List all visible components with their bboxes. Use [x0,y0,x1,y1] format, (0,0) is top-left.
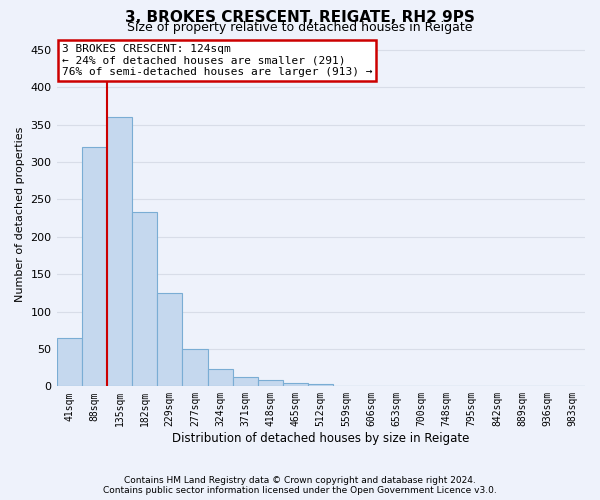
Bar [258,380,283,386]
Bar [132,212,157,386]
Y-axis label: Number of detached properties: Number of detached properties [15,126,25,302]
Text: 3 BROKES CRESCENT: 124sqm
← 24% of detached houses are smaller (291)
76% of semi: 3 BROKES CRESCENT: 124sqm ← 24% of detac… [62,44,373,78]
Bar [233,376,258,386]
Bar [56,338,82,386]
Text: Contains HM Land Registry data © Crown copyright and database right 2024.
Contai: Contains HM Land Registry data © Crown c… [103,476,497,495]
X-axis label: Distribution of detached houses by size in Reigate: Distribution of detached houses by size … [172,432,469,445]
Bar [82,147,107,386]
Bar [283,382,308,386]
Text: Size of property relative to detached houses in Reigate: Size of property relative to detached ho… [127,21,473,34]
Text: 3, BROKES CRESCENT, REIGATE, RH2 9PS: 3, BROKES CRESCENT, REIGATE, RH2 9PS [125,10,475,25]
Bar [308,384,334,386]
Bar [107,117,132,386]
Bar [157,293,182,386]
Bar [182,349,208,387]
Bar [208,369,233,386]
